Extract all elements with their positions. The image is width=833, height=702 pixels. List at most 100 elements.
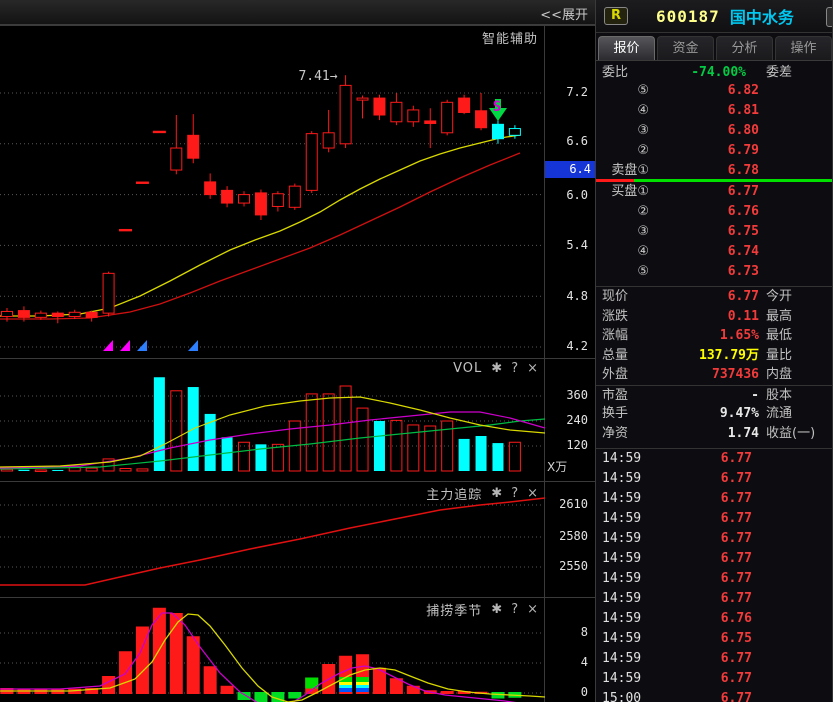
tick-time: 14:59 [602,551,642,566]
bid-price: 6.77 [727,184,759,199]
kline-chart-canvas[interactable]: 7.41→ S [0,0,595,702]
tick-price: 6.77 [720,531,752,546]
help-icon[interactable]: ? [511,486,519,501]
bolao-panel-header: 捕捞季节 ✱ ? × [426,600,538,619]
volume-axis-label: 240 [566,413,588,427]
bid-levels: 买盘① 6.77 ② 6.76 ③ 6.75 ④ 6.74 ⑤ 6.73 [596,182,833,282]
price-axis-label: 6.6 [566,134,588,148]
gear-icon[interactable]: ✱ [491,486,503,501]
tick-time: 14:59 [602,571,642,586]
weibi-row: 委比 -74.00% 委差 [596,63,833,83]
stat-value: 137.79万 [699,347,759,363]
gear-icon[interactable]: ✱ [491,602,503,617]
ask-row[interactable]: ⑤ 6.82 [596,81,833,101]
stat-label-2: 量比 [766,347,793,363]
ask-level-label: ② [637,143,649,158]
tick-price: 6.77 [720,511,752,526]
bid-row[interactable]: ④ 6.74 [596,242,833,262]
tick-row: 14:59 6.77 [596,469,833,489]
bid-price: 6.74 [727,244,759,259]
tab-funds[interactable]: 资金 [657,36,714,60]
tick-price: 6.75 [720,631,752,646]
tick-price: 6.77 [720,671,752,686]
stat-label: 涨幅 [602,328,629,343]
collapse-panel-button[interactable]: <<展开 [540,8,588,23]
stat-label-2: 收益(一) [766,425,816,441]
main-panel-title: 智能辅助 [481,32,538,47]
tick-row: 14:59 6.77 [596,449,833,469]
weibi-label: 委比 [602,65,629,80]
tab-analysis[interactable]: 分析 [716,36,773,60]
zhuli-panel-header: 主力追踪 ✱ ? × [426,484,538,503]
stat-label-2: 最高 [766,308,793,324]
time-sales-list[interactable]: 14:59 6.77 14:59 6.77 14:59 6.77 14:59 6.77 14:5… [596,448,833,702]
current-price-axis-marker: 6.4 [545,161,595,178]
ask-price: 6.78 [727,163,759,178]
stat-value: 737436 [712,367,759,382]
ask-row[interactable]: ④ 6.81 [596,101,833,121]
help-icon[interactable]: ? [511,602,519,617]
bid-level-label: ⑤ [637,264,649,279]
bolao-axis-label: 4 [580,655,588,669]
tick-row: 14:59 6.77 [596,649,833,669]
close-icon[interactable]: × [527,602,538,617]
tick-time: 14:59 [602,491,642,506]
bid-row[interactable]: ⑤ 6.73 [596,262,833,282]
bolao-panel-title: 捕捞季节 [426,604,483,619]
ask-row[interactable]: ③ 6.80 [596,121,833,141]
bid-ask-divider [596,179,833,182]
stock-code: 600187 [656,6,720,26]
close-icon[interactable]: × [527,486,538,501]
tab-quote[interactable]: 报价 [598,36,655,60]
tick-row: 14:59 6.75 [596,629,833,649]
weicha-label: 委差 [766,65,793,80]
stat-label-2: 内盘 [766,367,793,382]
stat-label-2: 股本 [766,387,793,403]
stat-label-2: 最低 [766,328,793,343]
volume-axis-label: 360 [566,388,588,402]
volume-axis-label: 120 [566,438,588,452]
stat-label-2: 流通 [766,406,793,421]
tick-row: 14:59 6.77 [596,489,833,509]
stock-name: 国中水务 [729,8,794,27]
price-axis-label: 4.8 [566,289,588,303]
stat-value: 9.47% [719,406,759,421]
ask-level-label: ⑤ [637,83,649,98]
tab-operate[interactable]: 操作 [775,36,832,60]
bid-level-label: 买盘① [611,184,649,199]
bid-level-label: ② [637,204,649,219]
stat-label: 总量 [602,347,629,363]
zhuli-axis-label: 2550 [559,559,588,573]
stat-row: 总量 137.79万 量比 [596,346,833,366]
margin-trading-badge: R [604,7,629,25]
bid-row[interactable]: 买盘① 6.77 [596,182,833,202]
bid-row[interactable]: ③ 6.75 [596,222,833,242]
tick-price: 6.77 [720,551,752,566]
gear-icon[interactable]: ✱ [491,361,503,376]
stats-block: 现价 6.77 今开 涨跌 0.11 最高 涨幅 1.65% 最低 总量 137.79万 量比 外盘 73… [596,286,833,443]
ask-levels: ⑤ 6.82 ④ 6.81 ③ 6.80 ② 6.79 卖盘① 6.78 [596,81,833,181]
ask-price: 6.79 [727,143,759,158]
tick-time: 15:00 [602,691,642,702]
tick-time: 14:59 [602,611,642,626]
ask-price: 6.81 [727,103,759,118]
tick-row: 14:59 6.77 [596,669,833,689]
ask-level-label: ③ [637,123,649,138]
stat-row: 换手 9.47% 流通 [596,404,833,424]
help-icon[interactable]: ? [511,361,519,376]
header-button-clipped[interactable] [826,7,833,27]
zhuli-axis-label: 2580 [559,529,588,543]
bolao-axis-label: 0 [580,685,588,699]
tick-row: 14:59 6.77 [596,529,833,549]
ask-row[interactable]: 卖盘① 6.78 [596,161,833,181]
tick-row: 14:59 6.77 [596,569,833,589]
vol-panel-title: VOL [453,361,483,376]
price-axis-label: 7.2 [566,85,588,99]
stat-label: 净资 [602,425,629,441]
bid-price: 6.76 [727,204,759,219]
close-icon[interactable]: × [527,361,538,376]
ask-price: 6.80 [727,123,759,138]
bid-row[interactable]: ② 6.76 [596,202,833,222]
ask-row[interactable]: ② 6.79 [596,141,833,161]
